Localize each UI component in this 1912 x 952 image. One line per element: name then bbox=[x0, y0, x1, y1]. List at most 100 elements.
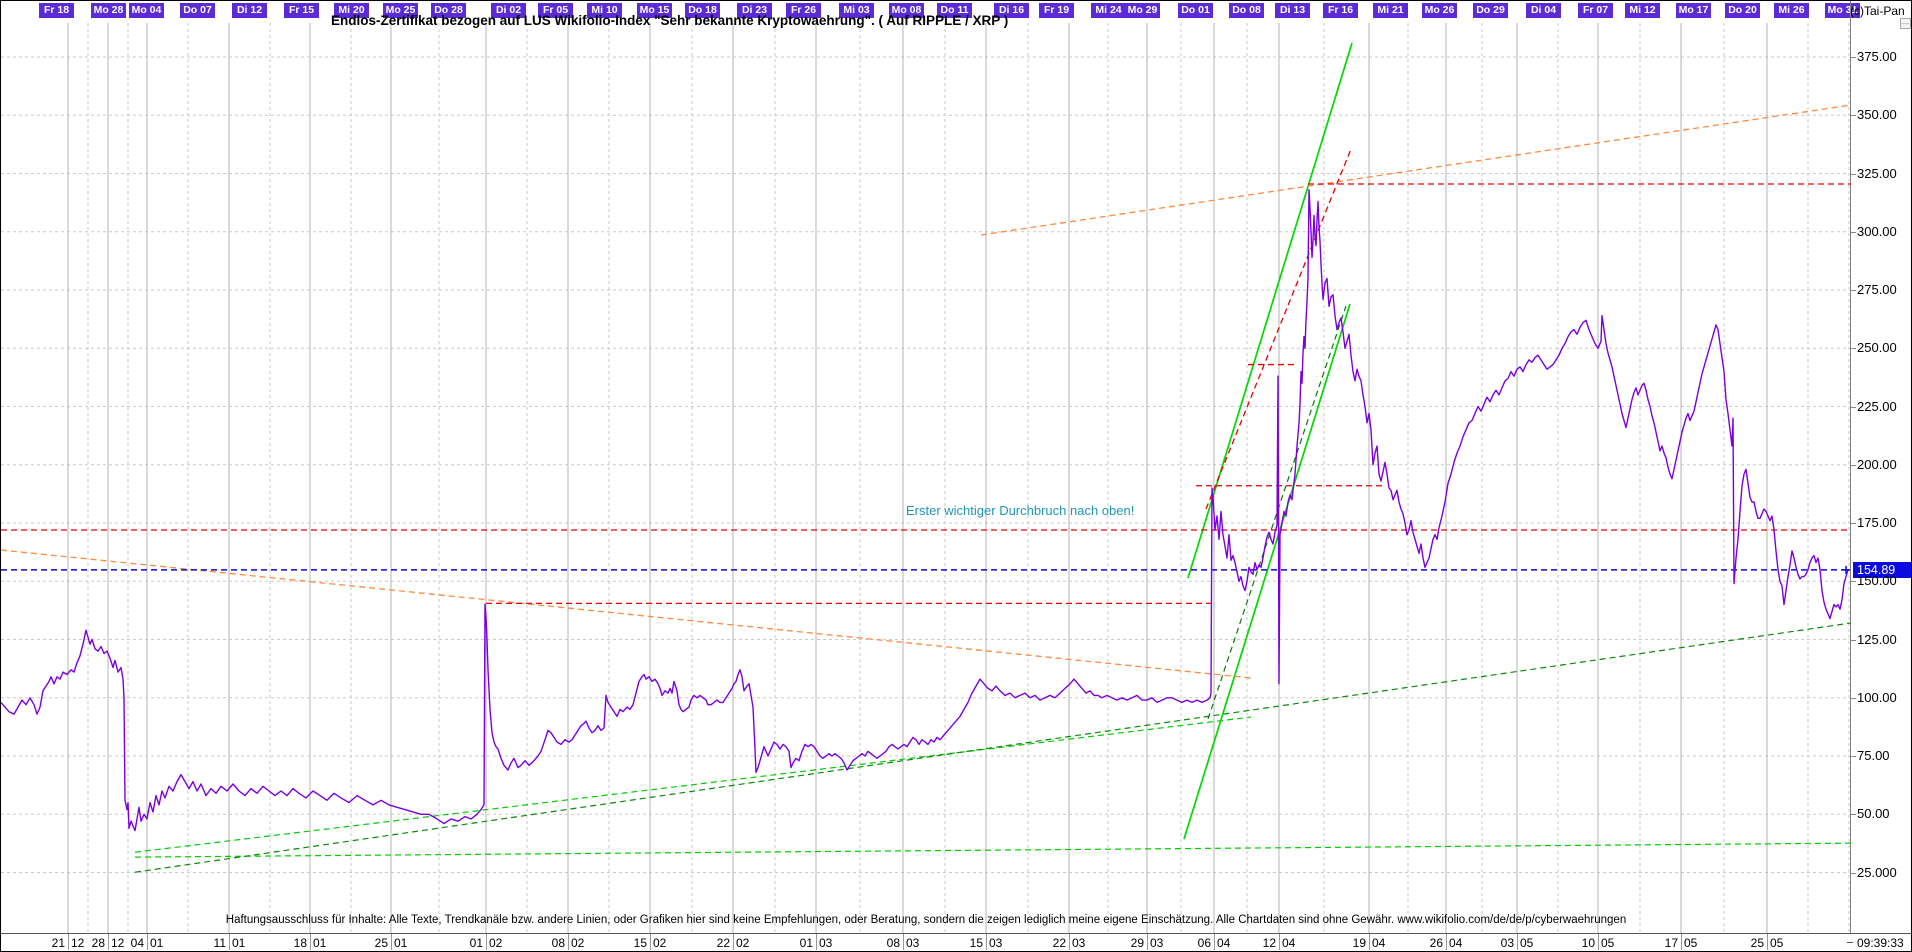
y-axis-label: 225.00 bbox=[1857, 398, 1897, 414]
date-box: Di 04 bbox=[1526, 3, 1561, 18]
collapse-icon[interactable]: — bbox=[1900, 18, 1911, 29]
x-axis-label-day: 12 bbox=[1262, 936, 1276, 950]
x-axis-label-day: 08 bbox=[551, 936, 565, 950]
x-axis-label-month: 01 bbox=[150, 936, 164, 950]
y-axis-label: 150.00 bbox=[1857, 573, 1897, 589]
date-header-row: Fr 18 Mo 28 Mo 04 Do 07 Di 12 Fr 15 Mi 20 Mo 25… bbox=[1, 1, 1911, 20]
y-axis-label: 375.00 bbox=[1857, 49, 1897, 64]
x-axis-tick bbox=[816, 934, 817, 950]
x-axis-label-day: 06 bbox=[1197, 936, 1211, 950]
y-axis-label: 250.00 bbox=[1857, 340, 1897, 356]
x-axis-label-day: 11 bbox=[213, 936, 226, 950]
y-axis-label: 75.00 bbox=[1857, 748, 1890, 763]
x-axis-label-day: 01 bbox=[469, 936, 483, 950]
x-axis-label-month: 04 bbox=[1282, 936, 1296, 950]
copyright-label: (c)Tai-Pan bbox=[1850, 4, 1905, 18]
x-axis-label-day: 25 bbox=[374, 936, 388, 950]
x-axis-label-month: 03 bbox=[989, 936, 1003, 950]
y-axis-tick bbox=[1851, 348, 1856, 349]
x-axis-tick bbox=[1214, 934, 1215, 950]
x-axis-tick bbox=[986, 934, 987, 950]
y-axis-tick bbox=[1851, 873, 1856, 874]
x-axis-label-month: 05 bbox=[1520, 936, 1534, 950]
date-box: Di 12 bbox=[232, 3, 267, 18]
y-axis-tick bbox=[1851, 232, 1856, 233]
trendline-rally-red-steep-dashed bbox=[1205, 148, 1352, 510]
x-axis-tick bbox=[1279, 934, 1280, 950]
x-axis-tick bbox=[68, 934, 69, 950]
x-axis-tick bbox=[486, 934, 487, 950]
x-axis-label-day: 28 bbox=[91, 936, 105, 950]
price-chart-plot bbox=[1, 1, 1851, 933]
x-axis-tick bbox=[1598, 934, 1599, 950]
date-box: Di 16 bbox=[994, 3, 1029, 18]
trendline-rally-channel-green-lower bbox=[1183, 303, 1351, 840]
trendline-uptrend-orange-dashed bbox=[980, 104, 1851, 236]
x-axis-tick bbox=[1369, 934, 1370, 950]
x-axis-label-month: 01 bbox=[394, 936, 408, 950]
x-axis-tick bbox=[903, 934, 904, 950]
date-box: Mo 08 bbox=[889, 3, 924, 18]
date-box: Do 28 bbox=[431, 3, 466, 18]
date-box: Fr 19 bbox=[1039, 3, 1074, 18]
date-box: Mo 17 bbox=[1676, 3, 1711, 18]
y-axis-label: 350.00 bbox=[1857, 107, 1897, 123]
date-box: Fr 16 bbox=[1323, 3, 1358, 18]
date-box: Do 07 bbox=[180, 3, 215, 18]
y-axis-tick bbox=[1851, 698, 1856, 699]
x-axis-label-month: 04 bbox=[1372, 936, 1386, 950]
x-axis-label-month: 03 bbox=[1150, 936, 1164, 950]
date-box: Fr 18 bbox=[39, 3, 74, 18]
x-axis-label-month: 03 bbox=[906, 936, 920, 950]
price-line bbox=[1, 189, 1850, 832]
date-box: Mi 26 bbox=[1774, 3, 1809, 18]
date-box: Do 01 bbox=[1178, 3, 1213, 18]
trendline-uptrend-green-dashed-dark-long bbox=[134, 622, 1851, 873]
date-box: Mi 03 bbox=[839, 3, 874, 18]
date-box: Mi 10 bbox=[587, 3, 622, 18]
x-axis-tick bbox=[1767, 934, 1768, 950]
x-axis-label-day: 04 bbox=[130, 936, 144, 950]
x-axis-label-month: 01 bbox=[232, 936, 246, 950]
y-axis-label: 275.00 bbox=[1857, 282, 1897, 297]
y-axis-label: 200.00 bbox=[1857, 456, 1897, 472]
x-axis-label-month: 02 bbox=[489, 936, 503, 950]
x-axis-label-month: 05 bbox=[1601, 936, 1615, 950]
y-axis-tick bbox=[1851, 174, 1856, 175]
x-axis-label-month: 03 bbox=[1072, 936, 1086, 950]
date-box: Fr 15 bbox=[284, 3, 319, 18]
y-axis-tick bbox=[1851, 581, 1856, 582]
disclaimer-text: Haftungsausschluss für Inhalte: Alle Tex… bbox=[225, 914, 1627, 926]
y-axis-label: 300.00 bbox=[1857, 223, 1897, 239]
y-axis-label: 25.000 bbox=[1857, 864, 1897, 880]
date-box: Do 20 bbox=[1725, 3, 1760, 18]
x-axis-label-day: 25 bbox=[1750, 936, 1764, 950]
x-axis-label-day: 26 bbox=[1429, 936, 1443, 950]
date-box: Fr 07 bbox=[1578, 3, 1613, 18]
x-axis-tick bbox=[1446, 934, 1447, 950]
date-box: Do 18 bbox=[685, 3, 720, 18]
x-axis-tick bbox=[147, 934, 148, 950]
x-axis-tick bbox=[1147, 934, 1148, 950]
x-axis-label-day: 15 bbox=[969, 936, 983, 950]
y-axis-tick bbox=[1851, 756, 1856, 757]
x-axis-tick bbox=[568, 934, 569, 950]
x-axis-tick bbox=[1069, 934, 1070, 950]
x-axis-label-month: 02 bbox=[571, 936, 585, 950]
time-tick bbox=[1847, 942, 1853, 943]
x-axis-tick bbox=[229, 934, 230, 950]
y-axis-label: 125.00 bbox=[1857, 631, 1897, 647]
x-axis-label-month: 05 bbox=[1770, 936, 1784, 950]
trendline-uptrend-green-dashed-bright bbox=[134, 716, 1252, 853]
last-price-badge: 154.89 bbox=[1853, 561, 1911, 578]
x-axis-label-day: 19 bbox=[1352, 936, 1366, 950]
y-axis-tick bbox=[1851, 290, 1856, 291]
x-axis-tick bbox=[1517, 934, 1518, 950]
date-box: Di 23 bbox=[737, 3, 772, 18]
date-box: Mi 24 bbox=[1091, 3, 1126, 18]
x-axis-label-day: 03 bbox=[1500, 936, 1514, 950]
x-axis-label-month: 03 bbox=[819, 936, 833, 950]
x-axis-label-month: 01 bbox=[313, 936, 327, 950]
y-axis-tick bbox=[1851, 465, 1856, 466]
